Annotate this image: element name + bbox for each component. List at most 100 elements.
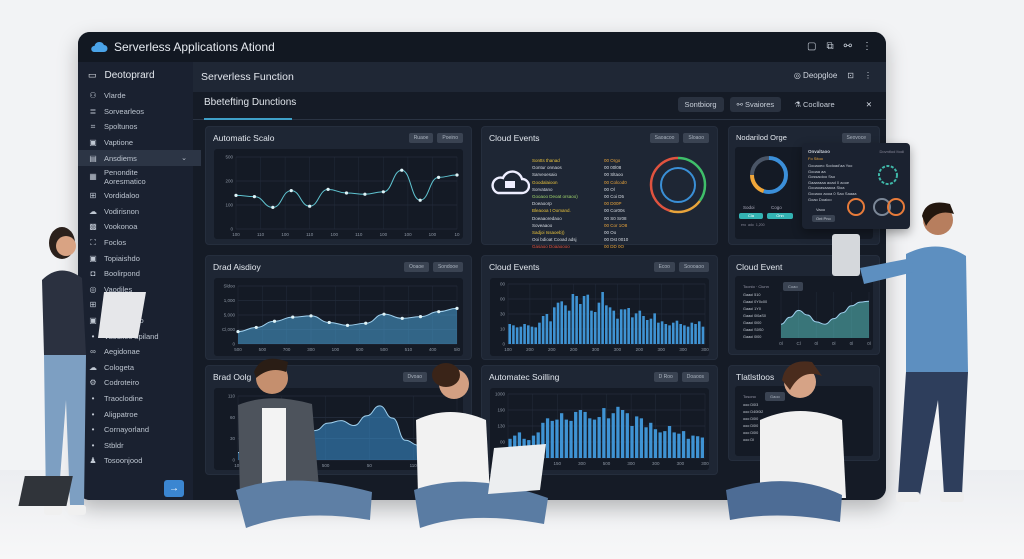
sidebar-item-label: Vaptione — [104, 138, 134, 148]
link-icon[interactable]: ⚯ — [843, 41, 852, 52]
bar — [602, 408, 606, 458]
bar — [588, 418, 592, 458]
data-point — [382, 312, 386, 316]
sidebar-item[interactable]: ▣ Vaptione — [78, 135, 193, 151]
sidebar-item-label: Spoltunos — [104, 122, 138, 132]
card-title: Cloud Events — [489, 262, 540, 272]
copy-icon[interactable]: ⧉ — [826, 41, 834, 52]
bar — [559, 413, 564, 458]
more-icon[interactable]: ⋮ — [864, 71, 872, 80]
bar — [644, 427, 648, 458]
data-point — [327, 320, 331, 325]
pill[interactable]: Doaoos — [681, 372, 709, 382]
sidebar-item[interactable]: ≣ Sorvearleos — [78, 104, 193, 120]
arrow-right-icon[interactable]: → — [164, 480, 184, 497]
x-tick-label: 150 — [553, 461, 561, 466]
x-tick-label: 500 — [234, 347, 242, 352]
line-area-chart: 0l Cl 0l 0l 0l 0l — [779, 292, 871, 346]
bar — [697, 321, 701, 344]
window-icon[interactable]: ▢ — [807, 41, 817, 52]
bar — [696, 436, 700, 458]
x-tick-label: 0l — [832, 341, 836, 346]
card-title: Brad Oolg — [213, 372, 252, 382]
pill[interactable]: Sondooe — [432, 262, 463, 272]
bar — [590, 310, 593, 344]
list-item: Gooaoasaaaoa Sioa — [808, 185, 845, 191]
pill[interactable]: Seovoce — [841, 133, 871, 143]
sidebar-header[interactable]: ▭ Deotoprard — [78, 62, 193, 88]
sidebar-item[interactable]: ⊞ Vordidaloo — [78, 188, 193, 204]
y-tick-label: 10 — [500, 327, 506, 332]
x-tick-label: 500 — [603, 461, 611, 466]
deploy-button[interactable]: ◎ Deopgloe — [793, 71, 838, 80]
sidebar-item[interactable]: ∞ Aegidonae — [78, 344, 193, 360]
bar — [605, 305, 608, 344]
status-button[interactable]: Onn — [767, 213, 793, 219]
data-point — [308, 204, 312, 208]
tab-button-2[interactable]: ⚯ Svaiores — [729, 97, 782, 112]
bar — [635, 416, 639, 458]
bar — [597, 302, 601, 344]
tab-button-3[interactable]: ⚗ Coclloare — [794, 100, 835, 109]
bar — [578, 410, 583, 458]
pill[interactable]: Dvoao — [402, 372, 427, 382]
list-item: Soveaaoo — [532, 222, 553, 228]
pill[interactable]: Coao — [783, 282, 803, 291]
pill[interactable]: Soooaoo — [678, 262, 709, 272]
data-point — [364, 321, 368, 325]
bar — [583, 411, 587, 458]
bar — [515, 327, 519, 344]
card-cloud-events-2: Cloud Events Ecoo Soooaoo 0 10 30 00 00 100 200… — [481, 255, 718, 360]
pill[interactable]: Sloaoo — [683, 133, 709, 143]
pill[interactable]: Ooaoe — [403, 262, 429, 272]
x-tick-label: 200 — [636, 347, 644, 352]
pill[interactable]: Saoacoo — [649, 133, 680, 143]
sidebar-item[interactable]: • Stbldr — [78, 437, 193, 453]
sidebar-item[interactable]: ⚙ Codroteiro — [78, 375, 193, 391]
tab-button-1[interactable]: Sontbiorg — [677, 97, 724, 112]
sidebar-item[interactable]: ▤ Ansdiems ⌄ — [78, 150, 201, 166]
data-point — [254, 325, 258, 330]
bar — [564, 419, 568, 458]
card-drad: Drad Aisdioy Ooaoe Sondooe 0 Cl,000 5,000 1,… — [205, 255, 472, 360]
popup-button[interactable]: Ont Pno — [812, 215, 835, 222]
bar — [616, 318, 619, 344]
tab-active[interactable]: Bbetefting Dunctions — [204, 97, 297, 108]
card-automatic-scale: Automatic Scalo Ruaoe Poeino 0 100 200 500 10… — [205, 126, 472, 245]
sidebar-item[interactable]: ◎ Vaodiles — [78, 282, 193, 298]
bar — [683, 325, 686, 344]
legend: Tosono — [743, 394, 756, 399]
sidebar-item[interactable]: • Traoclodine — [78, 391, 193, 407]
sidebar-item[interactable]: ▣ Topiaishdo — [78, 250, 193, 266]
sidebar-item[interactable]: ⛶ Foclos — [78, 235, 193, 251]
pill[interactable]: D Roo — [653, 372, 678, 382]
pill[interactable]: Gaoo — [765, 392, 785, 401]
tab-bar: Bbetefting Dunctions Sontbiorg ⚯ Svaiore… — [193, 92, 886, 120]
x-tick-label: 100 — [380, 232, 388, 237]
pill[interactable]: Ecoo — [653, 262, 675, 272]
sidebar-item[interactable]: ⚇ Vlarde — [78, 88, 193, 104]
sidebar-item[interactable]: ◘ Boolirpond — [78, 266, 193, 282]
status-button[interactable]: Cla — [739, 213, 763, 219]
sidebar-item[interactable]: ♟ Tosoonjood — [78, 453, 193, 469]
export-icon[interactable]: ⊡ — [847, 71, 854, 80]
sidebar-item[interactable]: ▩ Vookonoa — [78, 219, 193, 235]
y-tick-label: 0 — [232, 458, 235, 463]
sidebar-item-label: Aligpatroe — [104, 409, 138, 419]
link-icon: ∞ — [90, 347, 96, 357]
pill[interactable]: Ruaoe — [408, 133, 434, 143]
sidebar-item[interactable]: • Aligpatroe — [78, 406, 193, 422]
sidebar-item-label: Stbldr — [104, 440, 124, 450]
x-tick-label: 300 — [627, 461, 635, 466]
sidebar-item[interactable]: ▦ Penondite Aoresmatico — [78, 166, 193, 188]
bar — [608, 307, 612, 344]
sidebar-item[interactable]: ☁ Cologeta — [78, 360, 193, 376]
close-icon[interactable]: ✕ — [865, 100, 872, 109]
sidebar-item[interactable]: ☁ Vodirisnon — [78, 204, 193, 220]
sidebar-item[interactable]: • Cornayorland — [78, 422, 193, 438]
sidebar-item[interactable]: ⌗ Spoltunos — [78, 119, 193, 135]
user-icon: ♟ — [89, 456, 97, 466]
x-tick-label: 500 — [380, 347, 388, 352]
more-icon[interactable]: ⋮ — [862, 41, 872, 52]
pill[interactable]: Poeino — [437, 133, 463, 143]
